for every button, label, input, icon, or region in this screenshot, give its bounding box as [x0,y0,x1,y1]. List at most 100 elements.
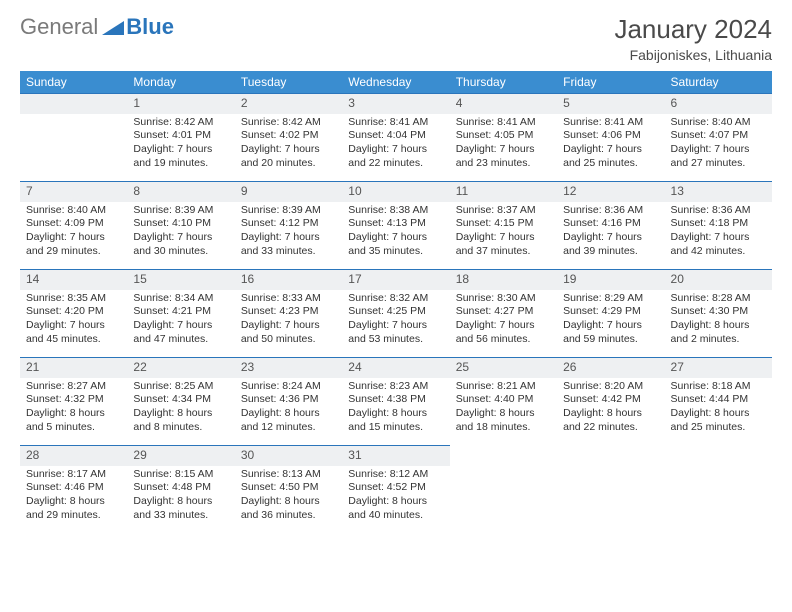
daylight-line: Daylight: 7 hours and 27 minutes. [671,143,766,170]
day-number-bar: 6 [665,93,772,114]
sunset-line: Sunset: 4:10 PM [133,217,228,231]
calendar-row: 28Sunrise: 8:17 AMSunset: 4:46 PMDayligh… [20,445,772,533]
day-body: Sunrise: 8:38 AMSunset: 4:13 PMDaylight:… [342,202,449,265]
day-number-bar: 13 [665,181,772,202]
day-number-bar: 14 [20,269,127,290]
sunrise-line: Sunrise: 8:25 AM [133,380,228,394]
day-number-bar: 30 [235,445,342,466]
daylight-line: Daylight: 8 hours and 29 minutes. [26,495,121,522]
day-body: Sunrise: 8:18 AMSunset: 4:44 PMDaylight:… [665,378,772,441]
weekday-header-row: SundayMondayTuesdayWednesdayThursdayFrid… [20,71,772,93]
day-number-bar: 20 [665,269,772,290]
day-body: Sunrise: 8:28 AMSunset: 4:30 PMDaylight:… [665,290,772,353]
month-title: January 2024 [614,14,772,45]
sunrise-line: Sunrise: 8:15 AM [133,468,228,482]
calendar-cell: 25Sunrise: 8:21 AMSunset: 4:40 PMDayligh… [450,357,557,445]
calendar-body: 1Sunrise: 8:42 AMSunset: 4:01 PMDaylight… [20,93,772,533]
daylight-line: Daylight: 7 hours and 47 minutes. [133,319,228,346]
day-body: Sunrise: 8:20 AMSunset: 4:42 PMDaylight:… [557,378,664,441]
calendar-row: 14Sunrise: 8:35 AMSunset: 4:20 PMDayligh… [20,269,772,357]
brand-gray: General [20,14,98,40]
sunset-line: Sunset: 4:27 PM [456,305,551,319]
day-body: Sunrise: 8:32 AMSunset: 4:25 PMDaylight:… [342,290,449,353]
page-header: General Blue January 2024 Fabijoniskes, … [20,14,772,63]
daylight-line: Daylight: 7 hours and 42 minutes. [671,231,766,258]
daylight-line: Daylight: 8 hours and 36 minutes. [241,495,336,522]
day-number-bar: 21 [20,357,127,378]
sunset-line: Sunset: 4:23 PM [241,305,336,319]
calendar-cell: 31Sunrise: 8:12 AMSunset: 4:52 PMDayligh… [342,445,449,533]
day-body: Sunrise: 8:42 AMSunset: 4:01 PMDaylight:… [127,114,234,177]
day-body: Sunrise: 8:40 AMSunset: 4:07 PMDaylight:… [665,114,772,177]
day-body: Sunrise: 8:35 AMSunset: 4:20 PMDaylight:… [20,290,127,353]
calendar-cell: 23Sunrise: 8:24 AMSunset: 4:36 PMDayligh… [235,357,342,445]
day-body: Sunrise: 8:23 AMSunset: 4:38 PMDaylight:… [342,378,449,441]
day-number-bar: 3 [342,93,449,114]
day-number-bar: 26 [557,357,664,378]
day-number-bar: 5 [557,93,664,114]
calendar-cell: 4Sunrise: 8:41 AMSunset: 4:05 PMDaylight… [450,93,557,181]
calendar-cell: 27Sunrise: 8:18 AMSunset: 4:44 PMDayligh… [665,357,772,445]
calendar-cell: 26Sunrise: 8:20 AMSunset: 4:42 PMDayligh… [557,357,664,445]
sunrise-line: Sunrise: 8:30 AM [456,292,551,306]
calendar-cell [557,445,664,533]
day-number-bar: 25 [450,357,557,378]
calendar-cell [20,93,127,181]
calendar-cell: 15Sunrise: 8:34 AMSunset: 4:21 PMDayligh… [127,269,234,357]
day-number-bar: 27 [665,357,772,378]
day-body: Sunrise: 8:41 AMSunset: 4:06 PMDaylight:… [557,114,664,177]
calendar-cell [450,445,557,533]
weekday-header: Tuesday [235,71,342,93]
daylight-line: Daylight: 8 hours and 25 minutes. [671,407,766,434]
sunset-line: Sunset: 4:06 PM [563,129,658,143]
day-number-bar: 24 [342,357,449,378]
sunset-line: Sunset: 4:05 PM [456,129,551,143]
day-body: Sunrise: 8:34 AMSunset: 4:21 PMDaylight:… [127,290,234,353]
calendar-cell: 28Sunrise: 8:17 AMSunset: 4:46 PMDayligh… [20,445,127,533]
day-number-bar: 18 [450,269,557,290]
calendar-cell: 17Sunrise: 8:32 AMSunset: 4:25 PMDayligh… [342,269,449,357]
sunrise-line: Sunrise: 8:33 AM [241,292,336,306]
daylight-line: Daylight: 8 hours and 5 minutes. [26,407,121,434]
sunset-line: Sunset: 4:15 PM [456,217,551,231]
day-number-bar: 16 [235,269,342,290]
daylight-line: Daylight: 7 hours and 29 minutes. [26,231,121,258]
weekday-header: Thursday [450,71,557,93]
weekday-header: Monday [127,71,234,93]
day-body: Sunrise: 8:37 AMSunset: 4:15 PMDaylight:… [450,202,557,265]
day-number-bar: 15 [127,269,234,290]
daylight-line: Daylight: 7 hours and 59 minutes. [563,319,658,346]
sunrise-line: Sunrise: 8:40 AM [26,204,121,218]
daylight-line: Daylight: 8 hours and 2 minutes. [671,319,766,346]
sunrise-line: Sunrise: 8:37 AM [456,204,551,218]
day-number-bar: 2 [235,93,342,114]
calendar-row: 1Sunrise: 8:42 AMSunset: 4:01 PMDaylight… [20,93,772,181]
sunrise-line: Sunrise: 8:32 AM [348,292,443,306]
day-body: Sunrise: 8:17 AMSunset: 4:46 PMDaylight:… [20,466,127,529]
brand-logo: General Blue [20,14,174,40]
day-body: Sunrise: 8:27 AMSunset: 4:32 PMDaylight:… [20,378,127,441]
title-area: January 2024 Fabijoniskes, Lithuania [614,14,772,63]
daylight-line: Daylight: 7 hours and 22 minutes. [348,143,443,170]
daylight-line: Daylight: 7 hours and 25 minutes. [563,143,658,170]
day-body: Sunrise: 8:12 AMSunset: 4:52 PMDaylight:… [342,466,449,529]
sunrise-line: Sunrise: 8:17 AM [26,468,121,482]
daylight-line: Daylight: 8 hours and 18 minutes. [456,407,551,434]
day-body: Sunrise: 8:24 AMSunset: 4:36 PMDaylight:… [235,378,342,441]
calendar-cell: 9Sunrise: 8:39 AMSunset: 4:12 PMDaylight… [235,181,342,269]
daylight-line: Daylight: 7 hours and 56 minutes. [456,319,551,346]
calendar-cell: 22Sunrise: 8:25 AMSunset: 4:34 PMDayligh… [127,357,234,445]
calendar-cell: 18 Sunrise: 8:30 AMSunset: 4:27 PMDayligh… [450,269,557,357]
sunrise-line: Sunrise: 8:39 AM [133,204,228,218]
day-body: Sunrise: 8:13 AMSunset: 4:50 PMDaylight:… [235,466,342,529]
calendar-cell: 7Sunrise: 8:40 AMSunset: 4:09 PMDaylight… [20,181,127,269]
day-number-bar: 17 [342,269,449,290]
calendar-cell: 8Sunrise: 8:39 AMSunset: 4:10 PMDaylight… [127,181,234,269]
sunset-line: Sunset: 4:36 PM [241,393,336,407]
calendar-table: SundayMondayTuesdayWednesdayThursdayFrid… [20,71,772,533]
day-number-bar: 7 [20,181,127,202]
sunset-line: Sunset: 4:21 PM [133,305,228,319]
day-body: Sunrise: 8:36 AMSunset: 4:18 PMDaylight:… [665,202,772,265]
daylight-line: Daylight: 8 hours and 15 minutes. [348,407,443,434]
daylight-line: Daylight: 7 hours and 35 minutes. [348,231,443,258]
